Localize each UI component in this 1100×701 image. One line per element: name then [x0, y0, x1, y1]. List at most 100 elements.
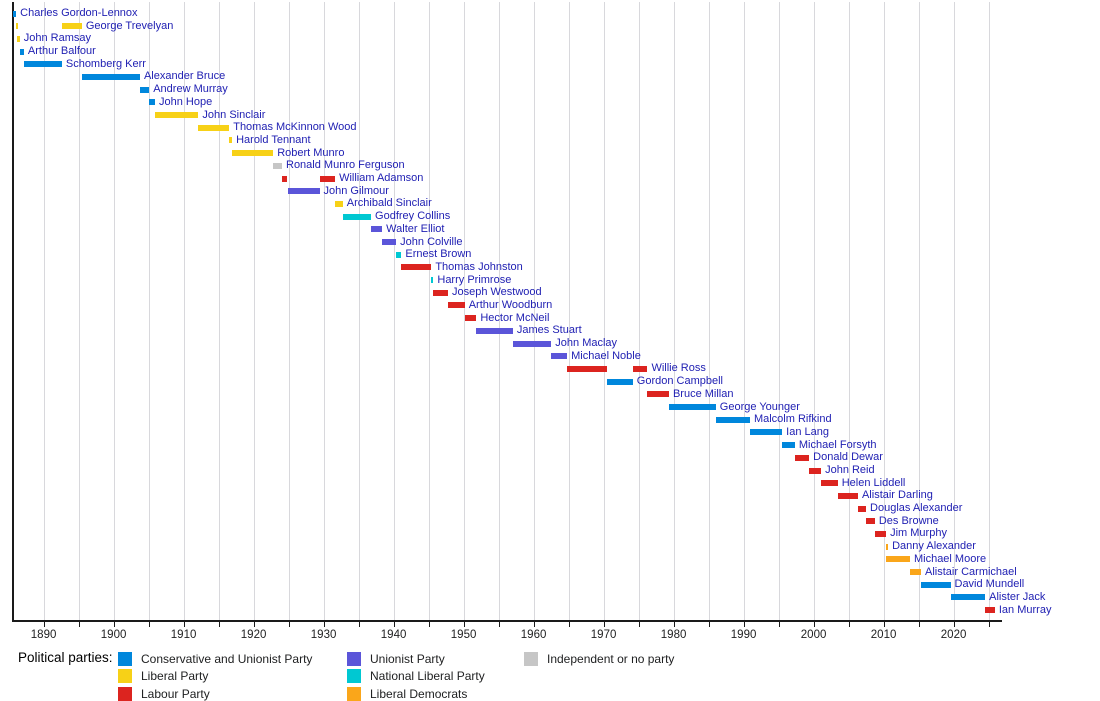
term-bar: [287, 188, 320, 195]
gridline: [393, 2, 395, 620]
gridline: [848, 2, 850, 620]
axis-tick: [323, 622, 325, 627]
gridline: [323, 2, 325, 620]
term-bar: [715, 416, 750, 423]
legend-item: Liberal Democrats: [347, 686, 467, 701]
person-label: Arthur Woodburn: [468, 298, 553, 311]
legend-label: Independent or no party: [547, 651, 675, 666]
term-bar: [149, 99, 156, 106]
term-bar: [809, 467, 822, 474]
axis-tick-label: 1950: [450, 629, 477, 641]
axis-tick-label: 2010: [870, 629, 897, 641]
person-label: Danny Alexander: [892, 540, 976, 553]
term-bar: [464, 315, 477, 322]
person-label: Walter Elliot: [386, 222, 445, 235]
person-label: Malcolm Rifkind: [753, 413, 832, 426]
person-label: Ernest Brown: [405, 248, 472, 261]
axis-tick: [43, 622, 45, 627]
person-label: John Hope: [159, 95, 213, 108]
axis-tick: [113, 622, 115, 627]
gridline: [883, 2, 885, 620]
gridline: [183, 2, 185, 620]
axis-tick: [78, 622, 80, 627]
gridline: [428, 2, 430, 620]
person-label: Andrew Murray: [153, 83, 228, 96]
term-bar: [319, 175, 336, 182]
legend-item: National Liberal Party: [347, 669, 485, 684]
term-bar: [431, 277, 434, 284]
term-bar: [632, 365, 648, 372]
person-label: Hector McNeil: [480, 311, 550, 324]
term-bar: [198, 124, 230, 131]
axis-tick-label: 1890: [30, 629, 57, 641]
gridline: [673, 2, 675, 620]
axis-tick-label: 2020: [940, 629, 967, 641]
axis-tick: [673, 622, 675, 627]
term-bar: [396, 251, 402, 258]
legend-item: Conservative and Unionist Party: [118, 651, 312, 666]
person-label: Michael Moore: [913, 552, 987, 565]
term-bar: [886, 556, 910, 563]
term-bar: [19, 48, 24, 55]
term-bar: [647, 391, 669, 398]
legend-swatch: [118, 651, 132, 666]
axis-tick: [533, 622, 535, 627]
term-bar: [335, 200, 343, 207]
axis-tick: [463, 622, 465, 627]
axis-tick-label: 1960: [520, 629, 547, 641]
person-label: Ian Lang: [786, 425, 829, 438]
axis-tick: [743, 622, 745, 627]
gridline: [43, 2, 45, 620]
person-label: Alister Jack: [989, 590, 1046, 603]
term-bar: [17, 35, 20, 42]
legend-item: Unionist Party: [347, 651, 445, 666]
term-bar: [62, 23, 82, 30]
x-axis-line: [12, 620, 1002, 622]
gridline: [498, 2, 500, 620]
term-bar: [567, 365, 607, 372]
gridline: [113, 2, 115, 620]
term-bar: [821, 480, 838, 487]
gridline: [218, 2, 220, 620]
gridline: [463, 2, 465, 620]
term-bar: [401, 264, 432, 271]
axis-tick: [183, 622, 185, 627]
gridline: [708, 2, 710, 620]
person-label: Joseph Westwood: [451, 286, 542, 299]
axis-tick: [988, 622, 990, 627]
person-label: Alexander Bruce: [143, 70, 226, 83]
gridline: [568, 2, 570, 620]
axis-tick: [603, 622, 605, 627]
person-label: Archibald Sinclair: [346, 197, 432, 210]
person-label: Harold Tennant: [236, 133, 311, 146]
term-bar: [837, 492, 858, 499]
term-bar: [512, 340, 552, 347]
person-label: Alistair Darling: [861, 489, 933, 502]
term-bar: [273, 162, 282, 169]
person-label: Harry Primrose: [437, 273, 512, 286]
person-label: Ian Murray: [998, 603, 1052, 616]
person-label: John Ramsay: [23, 32, 91, 45]
axis-tick-label: 1910: [170, 629, 197, 641]
gridline: [988, 2, 990, 620]
term-bar: [950, 594, 986, 601]
legend-label: Liberal Democrats: [370, 686, 468, 701]
axis-tick: [848, 622, 850, 627]
term-bar: [82, 73, 140, 80]
person-label: John Gilmour: [323, 184, 389, 197]
term-bar: [551, 353, 568, 360]
term-bar: [232, 150, 274, 157]
legend-swatch: [347, 669, 361, 683]
person-label: Donald Dewar: [813, 451, 883, 464]
gridline: [918, 2, 920, 620]
gridline: [288, 2, 290, 620]
term-bar: [342, 213, 372, 220]
legend-item: Liberal Party: [118, 669, 208, 684]
person-label: Godfrey Collins: [375, 210, 451, 223]
term-bar: [921, 581, 951, 588]
legend-label: Liberal Party: [141, 669, 209, 683]
axis-tick: [708, 622, 710, 627]
person-label: James Stuart: [516, 324, 582, 337]
term-bar: [909, 569, 922, 576]
